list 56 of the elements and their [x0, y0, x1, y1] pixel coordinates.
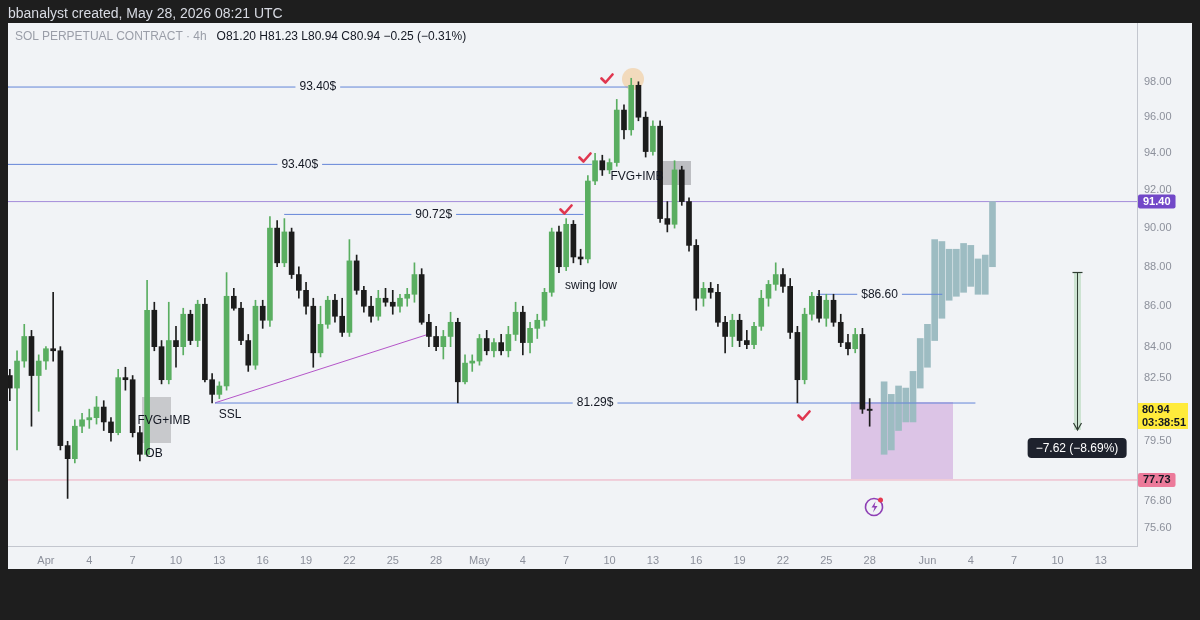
y-tick-label: 76.80: [1144, 493, 1172, 506]
x-tick-label: 16: [690, 553, 703, 566]
annotation: OB: [145, 446, 163, 460]
annotation: O81.20 H81.23 L80.94 C80.94 −0.25 (−0.31%): [216, 29, 467, 43]
x-tick-label: 13: [213, 553, 226, 566]
x-tick-label: 7: [1011, 553, 1018, 566]
y-tick-label: 94.00: [1144, 146, 1172, 159]
x-tick-label: May: [469, 553, 491, 566]
y-tick-label: 92.00: [1144, 183, 1172, 196]
x-tick-label: 19: [299, 553, 313, 566]
x-tick-label: 16: [256, 553, 269, 566]
y-tick-label: 82.50: [1144, 370, 1172, 383]
x-tick-label: 28: [429, 553, 443, 566]
candlestick: [173, 326, 179, 368]
y-tick-label: 86.00: [1144, 299, 1172, 312]
x-tick-label: 7: [129, 553, 136, 566]
y-tick-label: 96.00: [1144, 110, 1172, 123]
y-tick-label: 79.50: [1144, 434, 1172, 447]
series-label: 90.72$: [415, 206, 453, 221]
series-label: 93.40$: [299, 79, 337, 94]
candlestick: [50, 291, 56, 362]
x-tick-label: 4: [86, 553, 93, 566]
x-tick-label: 19: [733, 553, 746, 566]
ref-line-label: 77.73: [1143, 473, 1171, 485]
y-tick-label: 88.00: [1144, 259, 1172, 272]
x-tick-label: Jun: [918, 553, 937, 566]
x-tick-label: 22: [343, 553, 356, 566]
y-tick-label: 98.00: [1144, 74, 1172, 87]
annotation: SSL: [218, 407, 242, 421]
x-tick-label: 22: [776, 553, 790, 566]
annotation: −7.62 (−8.69%): [1027, 438, 1127, 458]
annotation: swing low: [564, 278, 618, 292]
series-label: $86.60: [861, 286, 899, 301]
chart-title: bbanalyst created, May 28, 2026 08:21 UTC: [8, 5, 283, 22]
x-tick-label: 25: [386, 553, 399, 566]
y-tick-label: 75.60: [1144, 520, 1172, 533]
x-tick-label: 10: [603, 553, 616, 566]
x-tick-label: 4: [967, 553, 974, 566]
x-tick-label: 4: [519, 553, 526, 566]
text: 03:38:51: [1138, 416, 1188, 429]
x-tick-label: 10: [169, 553, 183, 566]
text: SOL PERPETUAL CONTRACT · 4h: [15, 29, 207, 43]
y-tick-label: 90.00: [1144, 221, 1172, 234]
x-tick-label: 13: [1094, 553, 1107, 566]
x-tick-label: 7: [563, 553, 570, 566]
x-tick-label: 28: [863, 553, 876, 566]
series-label: 81.29$: [576, 395, 614, 410]
x-tick-label: 10: [1051, 553, 1064, 566]
x-tick-label: 13: [646, 553, 660, 566]
x-tick-label: 25: [820, 553, 833, 566]
text: 80.94: [1138, 403, 1188, 416]
ref-line-label: 91.40: [1143, 194, 1171, 207]
x-tick-label: Apr: [37, 553, 55, 566]
y-tick-label: 84.00: [1144, 339, 1172, 352]
series-label: 93.40$: [281, 156, 319, 171]
candlestick: [389, 289, 396, 315]
